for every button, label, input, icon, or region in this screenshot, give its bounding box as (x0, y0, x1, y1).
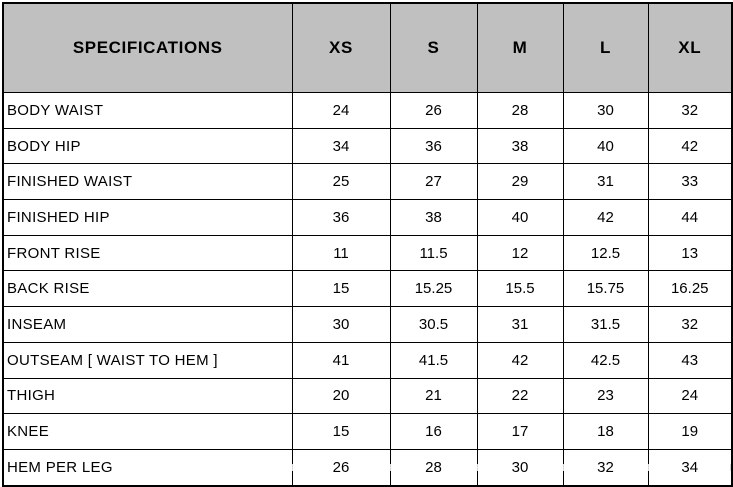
row-label: THIGH (2, 377, 293, 415)
cell-value: 30 (562, 92, 649, 129)
table-row-finished-hip: FINISHED HIP 36 38 40 42 44 (2, 199, 733, 236)
cell-value: 42 (562, 199, 649, 236)
cell-value: 27 (389, 163, 478, 201)
cell-value: 11 (291, 234, 391, 272)
table-row-finished-waist: FINISHED WAIST 25 27 29 31 33 (2, 163, 733, 201)
cell-value: 31 (562, 163, 649, 201)
cell-value: 30 (291, 306, 391, 343)
row-label: BODY WAIST (2, 92, 293, 129)
cell-value: 32 (562, 448, 649, 487)
cell-value: 11.5 (389, 234, 478, 272)
cell-value: 36 (389, 127, 478, 165)
cell-value: 42.5 (562, 341, 649, 379)
cell-value: 25 (291, 163, 391, 201)
table-row-inseam: INSEAM 30 30.5 31 31.5 32 (2, 306, 733, 343)
cell-value: 44 (647, 199, 733, 236)
faint-gridline-stub (390, 464, 391, 471)
size-header-xl: XL (647, 2, 733, 93)
cell-value: 15.5 (476, 270, 564, 308)
row-label: OUTSEAM [ WAIST TO HEM ] (2, 341, 293, 379)
row-label: FINISHED WAIST (2, 163, 293, 201)
table-row-knee: KNEE 15 16 17 18 19 (2, 413, 733, 450)
cell-value: 19 (647, 413, 733, 450)
cell-value: 28 (476, 92, 564, 129)
cell-value: 41 (291, 341, 391, 379)
faint-gridline-stub (730, 464, 731, 471)
cell-value: 17 (476, 413, 564, 450)
cell-value: 36 (291, 199, 391, 236)
cell-value: 12 (476, 234, 564, 272)
cell-value: 30.5 (389, 306, 478, 343)
cell-value: 18 (562, 413, 649, 450)
cell-value: 24 (291, 92, 391, 129)
cell-value: 15.75 (562, 270, 649, 308)
cell-value: 13 (647, 234, 733, 272)
cell-value: 38 (389, 199, 478, 236)
faint-gridline-stub (563, 464, 564, 471)
table-row-body-waist: BODY WAIST 24 26 28 30 32 (2, 92, 733, 129)
row-label: FRONT RISE (2, 234, 293, 272)
table-row-front-rise: FRONT RISE 11 11.5 12 12.5 13 (2, 234, 733, 272)
cell-value: 12.5 (562, 234, 649, 272)
faint-gridline-stub (648, 464, 649, 471)
size-header-s: S (389, 2, 478, 93)
table-row-thigh: THIGH 20 21 22 23 24 (2, 377, 733, 415)
cell-value: 26 (389, 92, 478, 129)
table-row-outseam: OUTSEAM [ WAIST TO HEM ] 41 41.5 42 42.5… (2, 341, 733, 379)
table-row-back-rise: BACK RISE 15 15.25 15.5 15.75 16.25 (2, 270, 733, 308)
faint-gridline-stub (477, 464, 478, 471)
row-label: KNEE (2, 413, 293, 450)
cell-value: 34 (647, 448, 733, 487)
size-header-xs: XS (291, 2, 391, 93)
cell-value: 15 (291, 413, 391, 450)
cell-value: 30 (476, 448, 564, 487)
table-row-hem-per-leg: HEM PER LEG 26 28 30 32 34 (2, 448, 733, 487)
cell-value: 31.5 (562, 306, 649, 343)
specifications-header-cell: SPECIFICATIONS (2, 2, 293, 93)
cell-value: 32 (647, 306, 733, 343)
cell-value: 16.25 (647, 270, 733, 308)
cell-value: 33 (647, 163, 733, 201)
cell-value: 22 (476, 377, 564, 415)
cell-value: 34 (291, 127, 391, 165)
cell-value: 29 (476, 163, 564, 201)
cell-value: 43 (647, 341, 733, 379)
cell-value: 15 (291, 270, 391, 308)
row-label: HEM PER LEG (2, 448, 293, 487)
row-label: INSEAM (2, 306, 293, 343)
cell-value: 42 (476, 341, 564, 379)
cell-value: 24 (647, 377, 733, 415)
row-label: FINISHED HIP (2, 199, 293, 236)
cell-value: 16 (389, 413, 478, 450)
faint-gridline-stub (292, 464, 293, 471)
size-header-l: L (562, 2, 649, 93)
row-label: BACK RISE (2, 270, 293, 308)
cell-value: 38 (476, 127, 564, 165)
cell-value: 42 (647, 127, 733, 165)
cell-value: 40 (562, 127, 649, 165)
cell-value: 15.25 (389, 270, 478, 308)
cell-value: 31 (476, 306, 564, 343)
cell-value: 32 (647, 92, 733, 129)
cell-value: 26 (291, 448, 391, 487)
cell-value: 41.5 (389, 341, 478, 379)
table-row-body-hip: BODY HIP 34 36 38 40 42 (2, 127, 733, 165)
cell-value: 20 (291, 377, 391, 415)
header-row: SPECIFICATIONS XS S M L XL (2, 2, 733, 93)
size-header-m: M (476, 2, 564, 93)
cell-value: 23 (562, 377, 649, 415)
cell-value: 40 (476, 199, 564, 236)
cell-value: 28 (389, 448, 478, 487)
cell-value: 21 (389, 377, 478, 415)
row-label: BODY HIP (2, 127, 293, 165)
